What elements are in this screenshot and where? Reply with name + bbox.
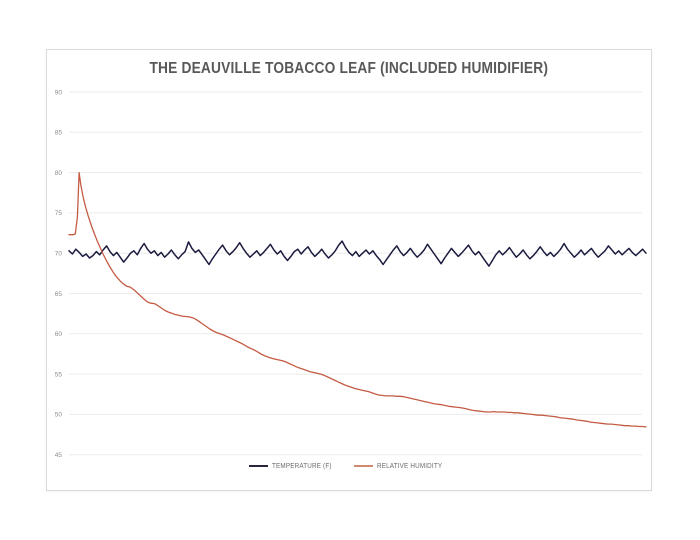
y-tick-label: 65 [55,291,63,298]
humidity-line [68,171,647,428]
y-tick-label: 70 [55,251,63,258]
y-tick-label: 55 [55,371,63,378]
y-tick-label: 45 [55,452,63,459]
chart-title: THE DEAUVILLE TOBACCO LEAF (INCLUDED HUM… [47,60,651,78]
legend-item-humidity: RELATIVE HUMIDITY [353,462,450,470]
chart-title-text: THE DEAUVILLE TOBACCO LEAF (INCLUDED HUM… [149,60,549,77]
legend-item-temperature: TEMPERATURE (F) [248,462,338,470]
humidity-legend-label: RELATIVE HUMIDITY [376,462,443,470]
y-tick-label: 75 [55,210,63,217]
y-tick-label: 85 [55,130,63,137]
y-tick-label: 50 [55,412,63,419]
legend: TEMPERATURE (F) RELATIVE HUMIDITY [47,459,651,473]
plot-area: 90 85 80 75 70 65 60 55 50 45 [55,89,647,459]
y-tick-label: 60 [55,331,63,338]
temperature-legend-label: TEMPERATURE (F) [271,462,332,470]
temperature-line [68,240,647,267]
y-tick-label: 80 [55,170,63,177]
temperature-line-swatch [248,465,268,467]
y-tick-label: 90 [55,89,63,96]
chart-card: THE DEAUVILLE TOBACCO LEAF (INCLUDED HUM… [46,49,652,491]
humidity-line-swatch [353,465,373,467]
